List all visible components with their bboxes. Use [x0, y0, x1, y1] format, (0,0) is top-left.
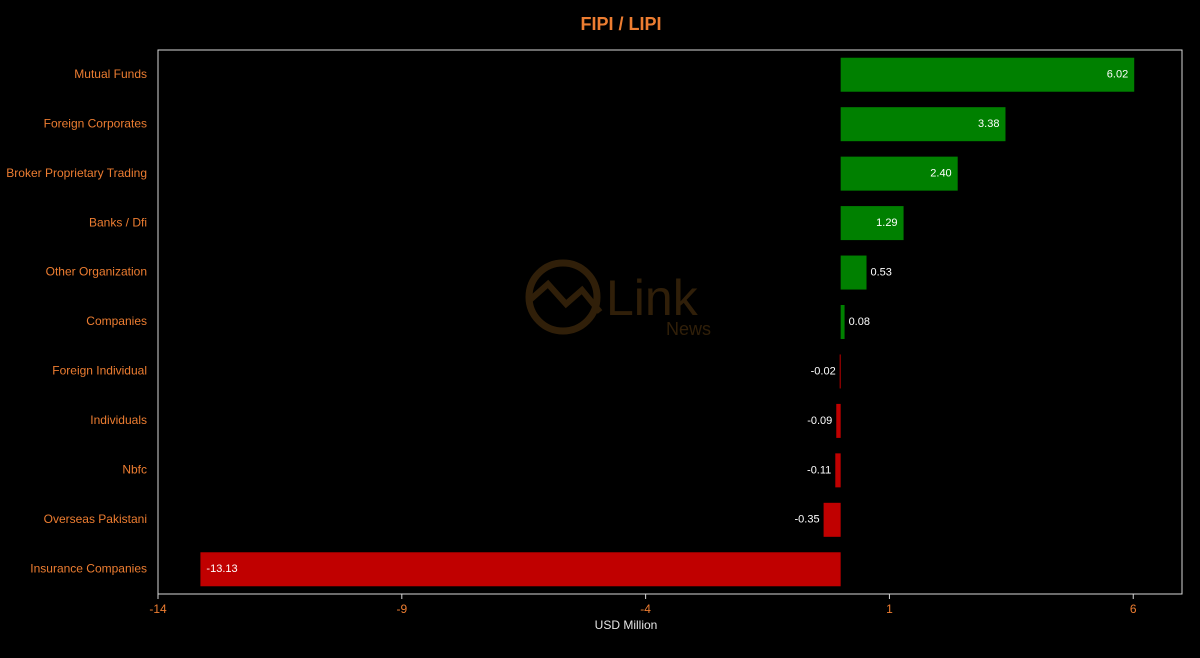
watermark-logo [525, 259, 601, 335]
watermark: Link News [525, 259, 711, 339]
bar [840, 255, 867, 290]
bar [200, 552, 841, 587]
value-label: 0.53 [871, 266, 892, 278]
bar [840, 107, 1006, 142]
plot-border [157, 49, 1183, 595]
value-label: -0.11 [807, 464, 831, 476]
value-label: 3.38 [978, 118, 999, 130]
watermark-brand: Link [606, 270, 699, 326]
bar [835, 453, 841, 488]
watermark-sub: News [666, 319, 711, 339]
bar [840, 57, 1135, 92]
y-tick-label: Overseas Pakistani [44, 512, 147, 526]
y-tick-label: Nbfc [122, 463, 147, 477]
x-tick-label: -4 [640, 602, 651, 616]
y-tick-label: Other Organization [46, 265, 147, 279]
y-tick-label: Individuals [90, 413, 147, 427]
x-tick-label: -14 [149, 602, 167, 616]
y-tick-label: Banks / Dfi [89, 215, 147, 229]
bar [839, 354, 841, 389]
x-tick-label: -9 [396, 602, 407, 616]
value-label: -0.35 [795, 514, 820, 526]
x-tick-label: 1 [886, 602, 893, 616]
y-tick-label: Foreign Individual [52, 364, 147, 378]
y-tick-label: Foreign Corporates [44, 116, 147, 130]
y-tick-label: Companies [86, 314, 147, 328]
x-axis-title: USD Million [595, 618, 658, 632]
y-tick-label: Insurance Companies [30, 561, 147, 575]
bar [840, 206, 904, 241]
value-label: -0.02 [811, 365, 836, 377]
bar [840, 156, 958, 191]
value-label: 2.40 [930, 168, 951, 180]
bar [840, 305, 845, 339]
value-label: -0.09 [807, 415, 832, 427]
value-label: 1.29 [876, 217, 897, 229]
value-label: -13.13 [206, 563, 237, 575]
value-label: 0.08 [849, 316, 870, 328]
y-tick-label: Broker Proprietary Trading [6, 166, 147, 180]
y-tick-label: Mutual Funds [74, 67, 147, 81]
value-label: 6.02 [1107, 69, 1128, 81]
watermark-logo-line [528, 279, 603, 314]
chart-title: FIPI / LIPI [580, 14, 661, 34]
x-tick-label: 6 [1130, 602, 1137, 616]
bar [823, 502, 841, 537]
bar [836, 403, 841, 438]
